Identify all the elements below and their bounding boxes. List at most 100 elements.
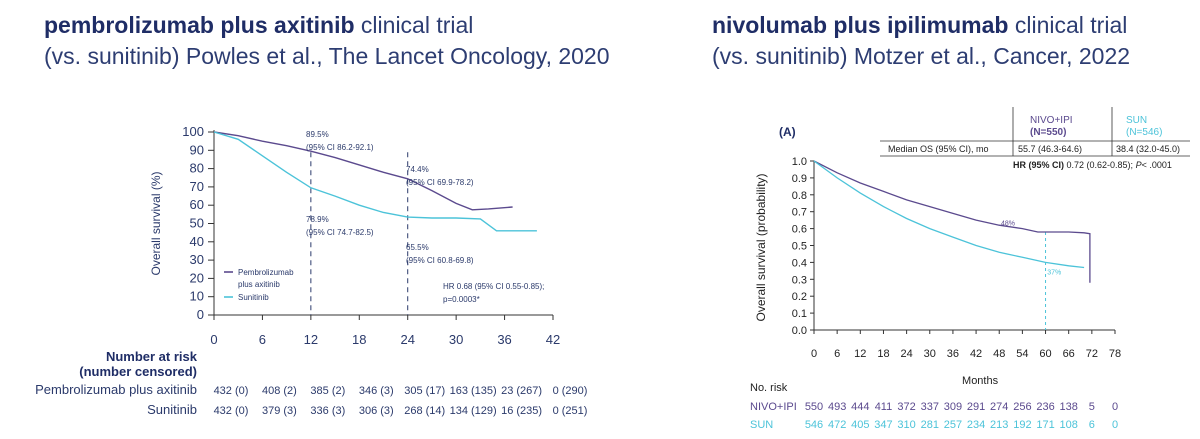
y-tick-label: 0.5 [792,241,807,253]
x-tick-label: 12 [304,332,318,347]
y-tick-label: 0.8 [792,190,807,202]
y-tick-label: 40 [190,234,204,249]
series-line-0 [213,131,513,211]
x-tick-label: 42 [546,332,560,347]
risk-value: 0 [1112,419,1118,431]
risk-value: 408 (2) [262,385,297,397]
risk-value: 0 (290) [553,385,588,397]
y-tick-label: 0.6 [792,224,807,236]
risk-value: 379 (3) [262,405,297,417]
x-tick-label: 0 [811,348,817,360]
risk-value: 411 [875,401,893,413]
x-tick-label: 78 [1109,348,1121,360]
table-row-label: Median OS (95% CI), mo [888,144,989,154]
risk-value: 257 [944,419,962,431]
risk-value: 274 [990,401,1008,413]
y-tick-label: 80 [190,161,204,176]
risk-value: 306 (3) [359,405,394,417]
risk-value: 346 (3) [359,385,394,397]
panel-label: (A) [779,125,796,139]
y-tick-label: 0.1 [792,308,807,320]
risk-table-title: No. risk [750,382,788,394]
x-tick-label: 60 [1039,348,1051,360]
left-title-rest: clinical trial [354,12,474,38]
p-value: < .0001 [1142,160,1172,170]
table-header: NIVO+IPI [1030,115,1073,126]
y-tick-label: 0.7 [792,207,807,219]
x-tick-label: 18 [877,348,889,360]
legend-label: plus axitinib [238,280,280,289]
risk-value: 405 [851,419,869,431]
p-label: P [1136,160,1142,170]
risk-value: 444 [851,401,869,413]
annotation-value: 89.5% [306,130,329,139]
annotation-value: 37% [1047,270,1061,277]
y-tick-label: 1.0 [792,156,807,168]
x-tick-label: 6 [259,332,266,347]
risk-value: 192 [1013,419,1031,431]
y-tick-label: 100 [182,124,204,139]
x-tick-label: 48 [993,348,1005,360]
hazard-ratio-line1: HR 0.68 (95% CI 0.55-0.85); [443,282,544,291]
risk-value: 138 [1060,401,1078,413]
risk-value: 0 [1112,401,1118,413]
risk-value: 550 [805,401,823,413]
series-line-0 [813,160,1091,283]
y-tick-label: 0.9 [792,173,807,185]
legend-label: Sunitinib [238,293,269,302]
risk-row-label: Sunitinib [147,402,197,417]
risk-value: 134 (129) [450,405,497,417]
hazard-ratio-value: 0.72 (0.62-0.85); [1064,160,1136,170]
x-tick-label: 42 [970,348,982,360]
table-cell: 38.4 (32.0-45.0) [1116,144,1180,154]
y-tick-label: 0.2 [792,291,807,303]
risk-value: 171 [1036,419,1054,431]
x-axis-label: Months [962,375,999,387]
risk-value: 6 [1089,419,1095,431]
x-tick-label: 18 [352,332,366,347]
risk-value: 372 [897,401,915,413]
risk-value: 234 [967,419,985,431]
x-tick-label: 66 [1063,348,1075,360]
right-chart-subtitle: (vs. sunitinib) Motzer et al., Cancer, 2… [712,43,1131,69]
risk-value: 432 (0) [214,405,249,417]
risk-value: 347 [874,419,892,431]
x-tick-label: 36 [947,348,959,360]
risk-value: 385 (2) [310,385,345,397]
risk-value: 432 (0) [214,385,249,397]
y-tick-label: 60 [190,197,204,212]
x-tick-label: 24 [400,332,414,347]
y-tick-label: 70 [190,179,204,194]
risk-value: 16 (235) [501,405,542,417]
risk-value: 472 [828,419,846,431]
x-tick-label: 6 [834,348,840,360]
risk-value: 493 [828,401,846,413]
left-chart-title: pembrolizumab plus axitinib clinical tri… [44,10,473,41]
x-tick-label: 30 [449,332,463,347]
y-tick-label: 10 [190,289,204,304]
risk-value: 309 [944,401,962,413]
y-tick-label: 0.3 [792,274,807,286]
y-axis-label: Overall survival (%) [149,171,163,275]
risk-value: 163 (135) [450,385,497,397]
x-tick-label: 30 [924,348,936,360]
x-tick-label: 0 [210,332,217,347]
y-tick-label: 0 [197,307,204,322]
risk-value: 291 [967,401,985,413]
y-tick-label: 20 [190,270,204,285]
left-chart-subtitle: (vs. sunitinib) Powles et al., The Lance… [44,43,610,69]
annotation-ci: (95% CI 69.9-78.2) [406,178,474,187]
annotation-ci: (95% CI 60.8-69.8) [406,256,474,265]
risk-value: 546 [805,419,823,431]
series-line-1 [213,131,537,232]
hazard-ratio-label: HR (95% CI) [1013,160,1064,170]
risk-value: 213 [990,419,1008,431]
annotation-value: 48% [1001,221,1015,228]
y-tick-label: 50 [190,216,204,231]
annotation-value: 78.9% [306,215,329,224]
risk-value: 23 (267) [501,385,542,397]
annotation-ci: (95% CI 86.2-92.1) [306,143,374,152]
left-title-bold: pembrolizumab plus axitinib [44,12,355,38]
annotation-ci: (95% CI 74.7-82.5) [306,228,374,237]
